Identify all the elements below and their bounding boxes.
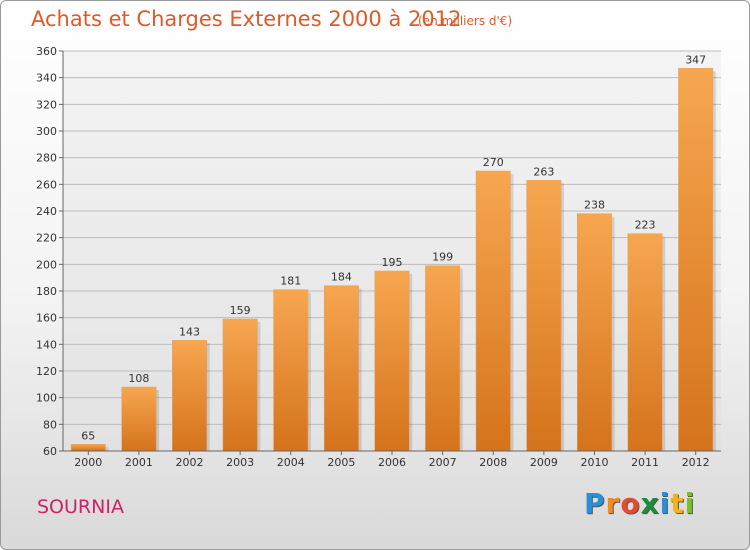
x-tick-label-2005: 2005 xyxy=(327,456,355,469)
x-tick-label-2007: 2007 xyxy=(429,456,457,469)
bar-2011 xyxy=(627,233,663,452)
data-label-2008: 270 xyxy=(483,156,504,169)
bar-2004 xyxy=(273,289,309,452)
y-tick-label: 200 xyxy=(36,258,57,271)
logo-letter: P xyxy=(584,487,606,520)
logo-letter: o xyxy=(620,487,641,520)
y-tick-label: 320 xyxy=(36,98,57,111)
bar-2008 xyxy=(475,170,511,452)
data-label-2011: 223 xyxy=(635,219,656,232)
data-label-2005: 184 xyxy=(331,271,352,284)
x-tick-label-2009: 2009 xyxy=(530,456,558,469)
bar-2002 xyxy=(172,340,207,452)
y-tick-label: 280 xyxy=(36,152,57,165)
x-tick-label-2003: 2003 xyxy=(226,456,254,469)
y-tick-label: 120 xyxy=(36,365,57,378)
data-label-2000: 65 xyxy=(81,429,95,442)
y-tick-label: 80 xyxy=(43,418,57,431)
y-tick-label: 300 xyxy=(36,125,57,138)
x-tick-label-2010: 2010 xyxy=(580,456,608,469)
proxiti-logo: Proxiti xyxy=(584,487,695,520)
bar-2010 xyxy=(577,213,612,452)
bar-2006 xyxy=(374,270,410,452)
x-tick-label-2012: 2012 xyxy=(682,456,710,469)
y-tick-label: 160 xyxy=(36,312,57,325)
y-tick-label: 260 xyxy=(36,178,57,191)
x-tick-label-2000: 2000 xyxy=(74,456,102,469)
y-tick-label: 100 xyxy=(36,392,57,405)
x-tick-label-2006: 2006 xyxy=(378,456,406,469)
data-label-2001: 108 xyxy=(128,372,149,385)
y-tick-label: 220 xyxy=(36,232,57,245)
logo-letter: i xyxy=(684,487,696,520)
commune-name: SOURNIA xyxy=(37,496,124,518)
bar-2012 xyxy=(678,68,714,452)
data-label-2009: 263 xyxy=(533,165,554,178)
chart-title: Achats et Charges Externes 2000 à 2012 xyxy=(31,7,462,31)
bar-2005 xyxy=(323,285,359,452)
x-tick-label-2004: 2004 xyxy=(277,456,305,469)
data-label-2012: 347 xyxy=(685,53,706,66)
bar-2001 xyxy=(121,386,157,452)
data-label-2004: 181 xyxy=(280,275,301,288)
logo-letter: t xyxy=(670,487,685,520)
y-tick-label: 180 xyxy=(36,285,57,298)
data-label-2007: 199 xyxy=(432,251,453,264)
bar-2003 xyxy=(222,318,258,452)
y-tick-label: 140 xyxy=(36,338,57,351)
bar-2007 xyxy=(425,265,461,452)
bar-2000 xyxy=(70,444,106,452)
y-tick-label: 60 xyxy=(43,445,57,458)
x-tick-label-2008: 2008 xyxy=(479,456,507,469)
logo-letter: i xyxy=(659,487,671,520)
logo-letter: r xyxy=(605,487,621,520)
x-tick-label-2001: 2001 xyxy=(125,456,153,469)
y-tick-label: 360 xyxy=(36,45,57,58)
y-tick-label: 240 xyxy=(36,205,57,218)
x-tick-label-2002: 2002 xyxy=(176,456,204,469)
bar-2009 xyxy=(526,180,562,452)
data-label-2003: 159 xyxy=(230,304,251,317)
data-label-2010: 238 xyxy=(584,199,605,212)
data-label-2002: 143 xyxy=(179,325,200,338)
y-tick-label: 340 xyxy=(36,72,57,85)
x-tick-label-2011: 2011 xyxy=(631,456,659,469)
logo-letter: x xyxy=(640,487,660,520)
chart-subtitle: (en milliers d'€) xyxy=(418,14,513,28)
data-label-2006: 195 xyxy=(382,256,403,269)
